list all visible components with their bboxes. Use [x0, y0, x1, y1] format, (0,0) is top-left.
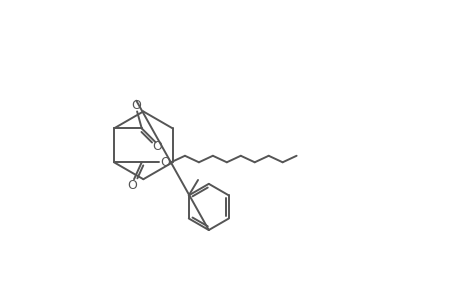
Text: O: O: [127, 179, 137, 192]
Text: O: O: [160, 156, 169, 169]
Text: O: O: [131, 99, 141, 112]
Text: O: O: [152, 140, 162, 153]
